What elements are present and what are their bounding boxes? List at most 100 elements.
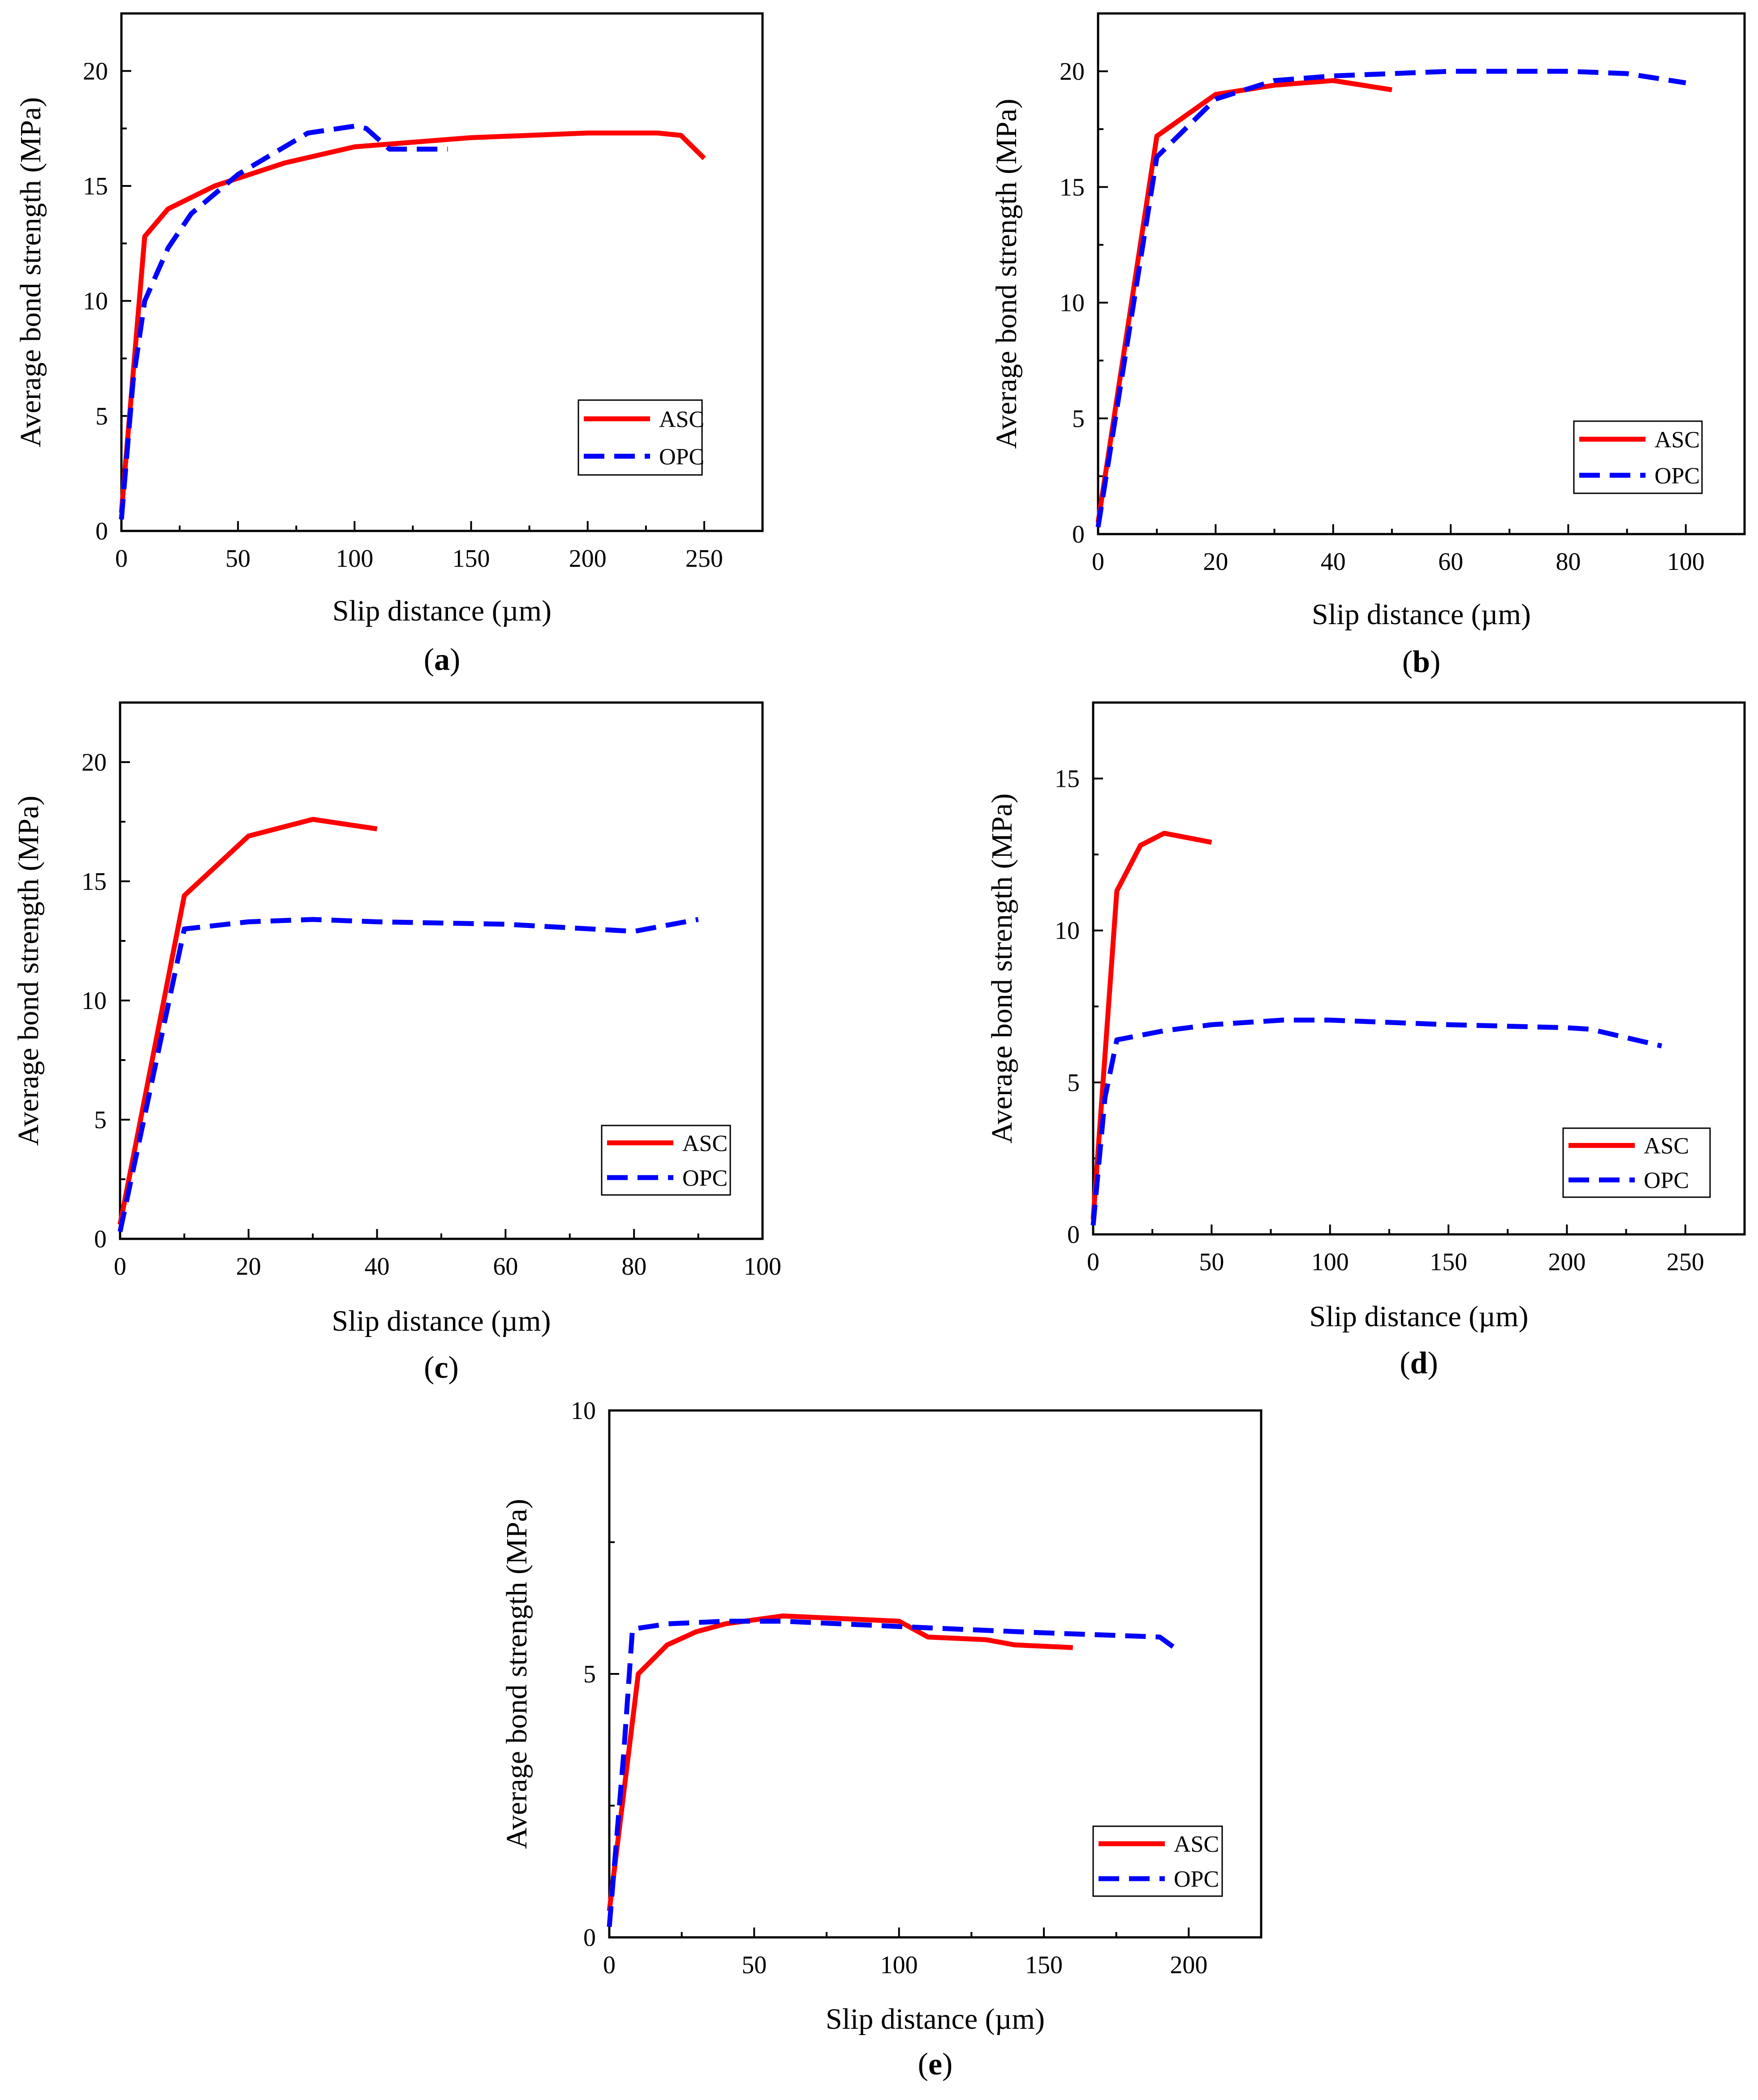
- y-tick-label: 10: [82, 987, 107, 1015]
- y-tick-label: 15: [1060, 173, 1085, 201]
- y-tick-label: 20: [82, 749, 107, 776]
- y-axis-title: Average bond strength (MPa): [990, 99, 1023, 448]
- x-tick-label: 20: [1203, 548, 1228, 576]
- plot-frame: [120, 12, 764, 532]
- x-tick-label: 150: [452, 545, 490, 573]
- legend-label-asc: ASC: [1644, 1134, 1689, 1159]
- plot-frame: [1092, 701, 1746, 1236]
- y-tick-label: 0: [95, 517, 108, 545]
- series-line-asc: [1095, 78, 1392, 523]
- x-tick-label: 40: [365, 1253, 390, 1281]
- series-line-opc: [607, 1618, 1176, 1927]
- y-tick-label: 5: [1067, 1069, 1080, 1097]
- chart-panel-a: 0 50 100 150 200 250 0 5 10 15 20 Slip distance (µm…: [14, 12, 764, 677]
- x-axis-title: Slip distance (µm): [1312, 598, 1531, 631]
- x-tick-label: 0: [115, 545, 128, 573]
- series-line-asc: [117, 817, 378, 1225]
- series-line-asc: [1090, 831, 1212, 1220]
- y-tick-label: 10: [1055, 917, 1080, 945]
- y-tick-label: 0: [583, 1924, 596, 1952]
- y-tick-label: 0: [1072, 521, 1085, 548]
- x-tick-label: 60: [493, 1253, 518, 1281]
- chart-panel-c: 0 20 40 60 80 100 0 5 10 15 20 Slip distance (µm) Av…: [12, 701, 781, 1385]
- x-tick-label: 50: [225, 545, 250, 573]
- x-tick-label: 0: [603, 1951, 616, 1979]
- legend-label-opc: OPC: [1655, 463, 1700, 489]
- legend-box: [1562, 1127, 1711, 1198]
- x-axis-title: Slip distance (µm): [332, 595, 552, 627]
- chart-panel-e: 0 50 100 150 200 0 5 10 Slip distance (µm) Averag…: [500, 1397, 1262, 2082]
- x-tick-label: 0: [1092, 548, 1104, 576]
- y-axis-title: Average bond strength (MPa): [12, 796, 45, 1146]
- x-axis-title: Slip distance (µm): [826, 2003, 1045, 2035]
- legend: ASC OPC: [601, 1125, 731, 1196]
- series-line-asc: [119, 130, 706, 513]
- series-line-asc: [607, 1613, 1073, 1911]
- y-tick-label: 5: [1072, 405, 1085, 433]
- y-tick-label: 5: [94, 1106, 107, 1134]
- x-tick-label: 0: [114, 1253, 126, 1281]
- y-axis-title: Average bond strength (MPa): [986, 793, 1018, 1143]
- x-tick-label: 150: [1430, 1248, 1467, 1276]
- chart-panel-d: 0 50 100 150 200 250 0 5 10 15 Slip distance (µm) A…: [986, 701, 1746, 1380]
- legend-box: [1573, 420, 1703, 494]
- y-tick-label: 10: [571, 1397, 596, 1425]
- legend: ASC OPC: [1562, 1127, 1711, 1198]
- legend-label-opc: OPC: [1174, 1867, 1219, 1892]
- plot-frame: [1097, 12, 1746, 535]
- panel-label: (a): [424, 643, 461, 677]
- panel-label: (e): [918, 2047, 953, 2082]
- legend-label-opc: OPC: [1644, 1168, 1689, 1194]
- y-tick-label: 5: [583, 1660, 596, 1688]
- x-tick-label: 150: [1025, 1951, 1063, 1979]
- y-tick-label: 20: [83, 57, 108, 85]
- x-tick-label: 250: [685, 545, 723, 573]
- legend-box: [577, 399, 703, 476]
- y-tick-label: 20: [1060, 58, 1085, 86]
- panel-label: (d): [1400, 1346, 1438, 1380]
- x-tick-label: 20: [236, 1253, 261, 1281]
- legend: ASC OPC: [1573, 420, 1703, 494]
- x-tick-label: 250: [1667, 1248, 1704, 1276]
- panel-label: (c): [424, 1350, 459, 1385]
- x-tick-label: 100: [880, 1951, 918, 1979]
- series-line-opc: [119, 124, 448, 520]
- y-axis-title: Average bond strength (MPa): [14, 97, 47, 447]
- x-tick-label: 50: [1199, 1248, 1224, 1276]
- legend-label-opc: OPC: [659, 444, 704, 470]
- x-tick-label: 0: [1087, 1248, 1099, 1276]
- x-tick-label: 100: [336, 545, 373, 573]
- legend-label-asc: ASC: [659, 407, 704, 432]
- y-tick-label: 0: [1067, 1221, 1080, 1249]
- legend-label-asc: ASC: [682, 1131, 728, 1156]
- y-tick-label: 0: [94, 1225, 107, 1253]
- y-tick-label: 10: [83, 288, 108, 315]
- y-tick-label: 5: [95, 402, 108, 430]
- x-tick-label: 80: [1555, 548, 1581, 576]
- x-tick-label: 200: [569, 545, 607, 573]
- legend-label-opc: OPC: [682, 1165, 728, 1191]
- x-tick-label: 200: [1170, 1951, 1207, 1979]
- x-axis-title: Slip distance (µm): [1310, 1300, 1529, 1333]
- legend-label-asc: ASC: [1655, 427, 1700, 453]
- x-tick-label: 200: [1548, 1248, 1586, 1276]
- legend-box: [1092, 1825, 1223, 1897]
- x-tick-label: 100: [744, 1253, 781, 1281]
- x-tick-label: 60: [1438, 548, 1463, 576]
- series-line-opc: [1090, 1018, 1663, 1226]
- y-axis-title: Average bond strength (MPa): [500, 1499, 533, 1849]
- x-tick-label: 100: [1311, 1248, 1349, 1276]
- y-tick-label: 15: [82, 868, 107, 896]
- legend: ASC OPC: [577, 399, 704, 476]
- legend-label-asc: ASC: [1174, 1832, 1219, 1857]
- legend: ASC OPC: [1092, 1825, 1223, 1897]
- x-tick-label: 40: [1321, 548, 1346, 576]
- y-tick-label: 15: [83, 172, 108, 200]
- y-tick-label: 10: [1060, 289, 1085, 317]
- panel-label: (b): [1402, 645, 1441, 679]
- x-axis-title: Slip distance (µm): [332, 1305, 551, 1337]
- x-tick-label: 100: [1667, 548, 1705, 576]
- series-line-opc: [117, 917, 699, 1233]
- series-line-opc: [1095, 69, 1686, 528]
